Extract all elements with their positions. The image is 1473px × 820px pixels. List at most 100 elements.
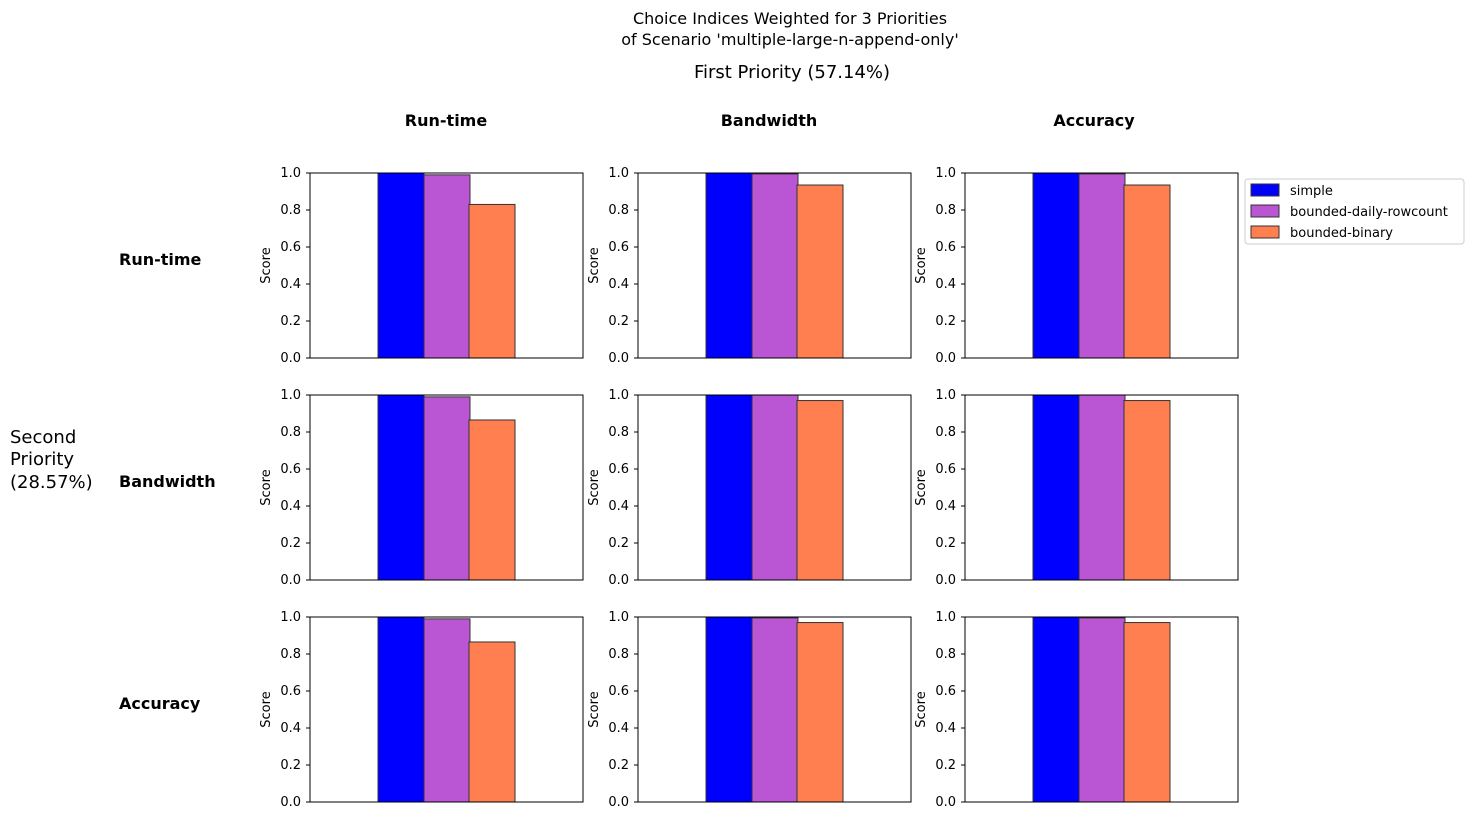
legend-label-bounded-binary: bounded-binary — [1290, 226, 1393, 241]
panel-run-time-bandwidth-ytick-label-5: 1.0 — [608, 166, 629, 181]
panel-run-time-bandwidth-frame — [637, 172, 912, 359]
figure-title-line2: of Scenario 'multiple-large-n-append-onl… — [621, 30, 958, 49]
panel-bandwidth-run-time-ytick-label-4: 0.8 — [280, 425, 301, 440]
row-header-run-time: Run-time — [119, 250, 202, 269]
panel-run-time-run-time-ytick-label-3: 0.6 — [280, 240, 301, 255]
legend-frame — [1244, 178, 1465, 245]
row-header-accuracy: Accuracy — [119, 694, 201, 713]
panel-accuracy-accuracy-bar-bounded-binary — [1123, 622, 1171, 803]
legend: simple bounded-daily-rowcount bounded-bi… — [1244, 178, 1465, 245]
panel-bandwidth-accuracy: 0.0 0.2 0.4 0.6 0.8 1.0 Score — [914, 388, 1239, 588]
panel-accuracy-bandwidth-ytick-label-0: 0.0 — [608, 795, 629, 810]
panel-accuracy-accuracy-ytick-label-1: 0.2 — [935, 758, 956, 773]
legend-swatch-bounded-daily-rowcount — [1250, 204, 1280, 218]
panel-bandwidth-run-time-ytick-label-5: 1.0 — [280, 388, 301, 403]
panel-bandwidth-accuracy-ytick-label-1: 0.2 — [935, 536, 956, 551]
panel-bandwidth-bandwidth-ytick-label-5: 1.0 — [608, 388, 629, 403]
panel-accuracy-accuracy-ytick-label-5: 1.0 — [935, 610, 956, 625]
panel-run-time-accuracy-ylabel: Score — [914, 247, 929, 283]
panel-run-time-run-time: 0.0 0.2 0.4 0.6 0.8 1.0 Score — [259, 166, 584, 366]
panel-bandwidth-accuracy-ytick-label-4: 0.8 — [935, 425, 956, 440]
panel-run-time-accuracy-frame — [964, 172, 1239, 359]
panel-bandwidth-bandwidth-ytick-label-2: 0.4 — [608, 499, 629, 514]
panel-accuracy-run-time-ytick-label-2: 0.4 — [280, 721, 301, 736]
legend-swatch-simple — [1250, 183, 1280, 197]
panel-accuracy-bandwidth-bar-simple — [705, 616, 753, 803]
column-header-accuracy: Accuracy — [1053, 111, 1135, 130]
legend-label-simple: simple — [1290, 184, 1333, 199]
panel-bandwidth-run-time-ytick-label-3: 0.6 — [280, 462, 301, 477]
panel-run-time-run-time-bar-bounded-daily-rowcount — [423, 174, 471, 359]
panel-bandwidth-bandwidth-ytick-label-1: 0.2 — [608, 536, 629, 551]
panel-accuracy-bandwidth-ytick-label-4: 0.8 — [608, 647, 629, 662]
panel-run-time-bandwidth-bar-simple — [705, 172, 753, 359]
panel-accuracy-accuracy-ytick-label-4: 0.8 — [935, 647, 956, 662]
panel-run-time-accuracy-ytick-label-3: 0.6 — [935, 240, 956, 255]
panel-accuracy-accuracy-ytick-label-0: 0.0 — [935, 795, 956, 810]
panel-run-time-bandwidth-bar-bounded-daily-rowcount — [751, 173, 799, 359]
panel-run-time-bandwidth-ytick-label-3: 0.6 — [608, 240, 629, 255]
panel-bandwidth-run-time-frame — [309, 394, 584, 581]
panel-bandwidth-bandwidth-ytick-label-3: 0.6 — [608, 462, 629, 477]
second-priority-label-line3: (28.57%) — [10, 472, 93, 493]
panel-accuracy-accuracy-bar-simple — [1032, 616, 1080, 803]
panel-bandwidth-run-time-ytick-label-0: 0.0 — [280, 573, 301, 588]
panel-bandwidth-run-time-bar-simple — [377, 394, 425, 581]
panel-bandwidth-bandwidth-ytick-label-0: 0.0 — [608, 573, 629, 588]
panel-run-time-accuracy-bar-bounded-binary — [1123, 184, 1171, 359]
panel-run-time-accuracy: 0.0 0.2 0.4 0.6 0.8 1.0 Score — [914, 166, 1239, 366]
panel-run-time-accuracy-ytick-label-5: 1.0 — [935, 166, 956, 181]
panel-bandwidth-accuracy-ylabel: Score — [914, 469, 929, 505]
panel-accuracy-accuracy-bar-bounded-daily-rowcount — [1078, 617, 1126, 803]
panel-accuracy-run-time-frame — [309, 616, 584, 803]
panel-accuracy-bandwidth-bar-bounded-binary — [796, 622, 844, 803]
panel-accuracy-run-time-ylabel: Score — [259, 691, 274, 727]
panel-accuracy-run-time-bar-bounded-daily-rowcount — [423, 618, 471, 803]
panel-bandwidth-bandwidth-frame — [637, 394, 912, 581]
first-priority-label: First Priority (57.14%) — [694, 62, 890, 83]
panel-accuracy-bandwidth-bar-bounded-daily-rowcount — [751, 617, 799, 803]
panel-bandwidth-run-time: 0.0 0.2 0.4 0.6 0.8 1.0 Score — [259, 388, 584, 588]
panel-accuracy-accuracy-ytick-label-2: 0.4 — [935, 721, 956, 736]
panel-accuracy-bandwidth-frame — [637, 616, 912, 803]
panel-bandwidth-run-time-ylabel: Score — [259, 469, 274, 505]
panel-run-time-bandwidth-bar-bounded-binary — [796, 184, 844, 359]
panel-accuracy-run-time: 0.0 0.2 0.4 0.6 0.8 1.0 Score — [259, 610, 584, 810]
panel-bandwidth-bandwidth-bar-bounded-binary — [796, 400, 844, 581]
panel-bandwidth-run-time-ytick-label-2: 0.4 — [280, 499, 301, 514]
panel-bandwidth-bandwidth-bar-simple — [705, 394, 753, 581]
panel-accuracy-accuracy: 0.0 0.2 0.4 0.6 0.8 1.0 Score — [914, 610, 1239, 810]
panel-accuracy-accuracy-ylabel: Score — [914, 691, 929, 727]
legend-label-bounded-daily-rowcount: bounded-daily-rowcount — [1290, 205, 1448, 220]
panel-run-time-accuracy-ytick-label-0: 0.0 — [935, 351, 956, 366]
panel-run-time-bandwidth-ylabel: Score — [587, 247, 602, 283]
panel-bandwidth-run-time-bar-bounded-daily-rowcount — [423, 396, 471, 581]
panel-accuracy-run-time-ytick-label-3: 0.6 — [280, 684, 301, 699]
panel-run-time-run-time-ytick-label-5: 1.0 — [280, 166, 301, 181]
panel-bandwidth-accuracy-bar-simple — [1032, 394, 1080, 581]
panels-grid: 0.0 0.2 0.4 0.6 0.8 1.0 Score 0.0 0.2 0.4 0.6 0.8 1.… — [259, 166, 1239, 810]
panel-accuracy-run-time-ytick-label-5: 1.0 — [280, 610, 301, 625]
panel-bandwidth-bandwidth-ylabel: Score — [587, 469, 602, 505]
panel-accuracy-run-time-ytick-label-4: 0.8 — [280, 647, 301, 662]
panel-bandwidth-accuracy-bar-bounded-binary — [1123, 400, 1171, 581]
second-priority-label-line1: Second — [10, 427, 76, 448]
panel-run-time-accuracy-bar-bounded-daily-rowcount — [1078, 173, 1126, 359]
panel-run-time-run-time-ytick-label-1: 0.2 — [280, 314, 301, 329]
row-header-bandwidth: Bandwidth — [119, 472, 216, 491]
panel-run-time-accuracy-ytick-label-2: 0.4 — [935, 277, 956, 292]
column-header-bandwidth: Bandwidth — [721, 111, 818, 130]
panel-bandwidth-accuracy-bar-bounded-daily-rowcount — [1078, 394, 1126, 581]
legend-swatch-bounded-binary — [1250, 225, 1280, 239]
panel-run-time-run-time-ytick-label-2: 0.4 — [280, 277, 301, 292]
panel-bandwidth-accuracy-ytick-label-5: 1.0 — [935, 388, 956, 403]
panel-run-time-bandwidth-ytick-label-2: 0.4 — [608, 277, 629, 292]
panel-run-time-accuracy-ytick-label-4: 0.8 — [935, 203, 956, 218]
panel-accuracy-accuracy-ytick-label-3: 0.6 — [935, 684, 956, 699]
panel-accuracy-run-time-ytick-label-0: 0.0 — [280, 795, 301, 810]
second-priority-label: Second Priority (28.57%) — [10, 427, 93, 493]
panel-accuracy-bandwidth-ytick-label-2: 0.4 — [608, 721, 629, 736]
panel-run-time-bandwidth-ytick-label-0: 0.0 — [608, 351, 629, 366]
panel-accuracy-run-time-bar-bounded-binary — [468, 641, 516, 803]
